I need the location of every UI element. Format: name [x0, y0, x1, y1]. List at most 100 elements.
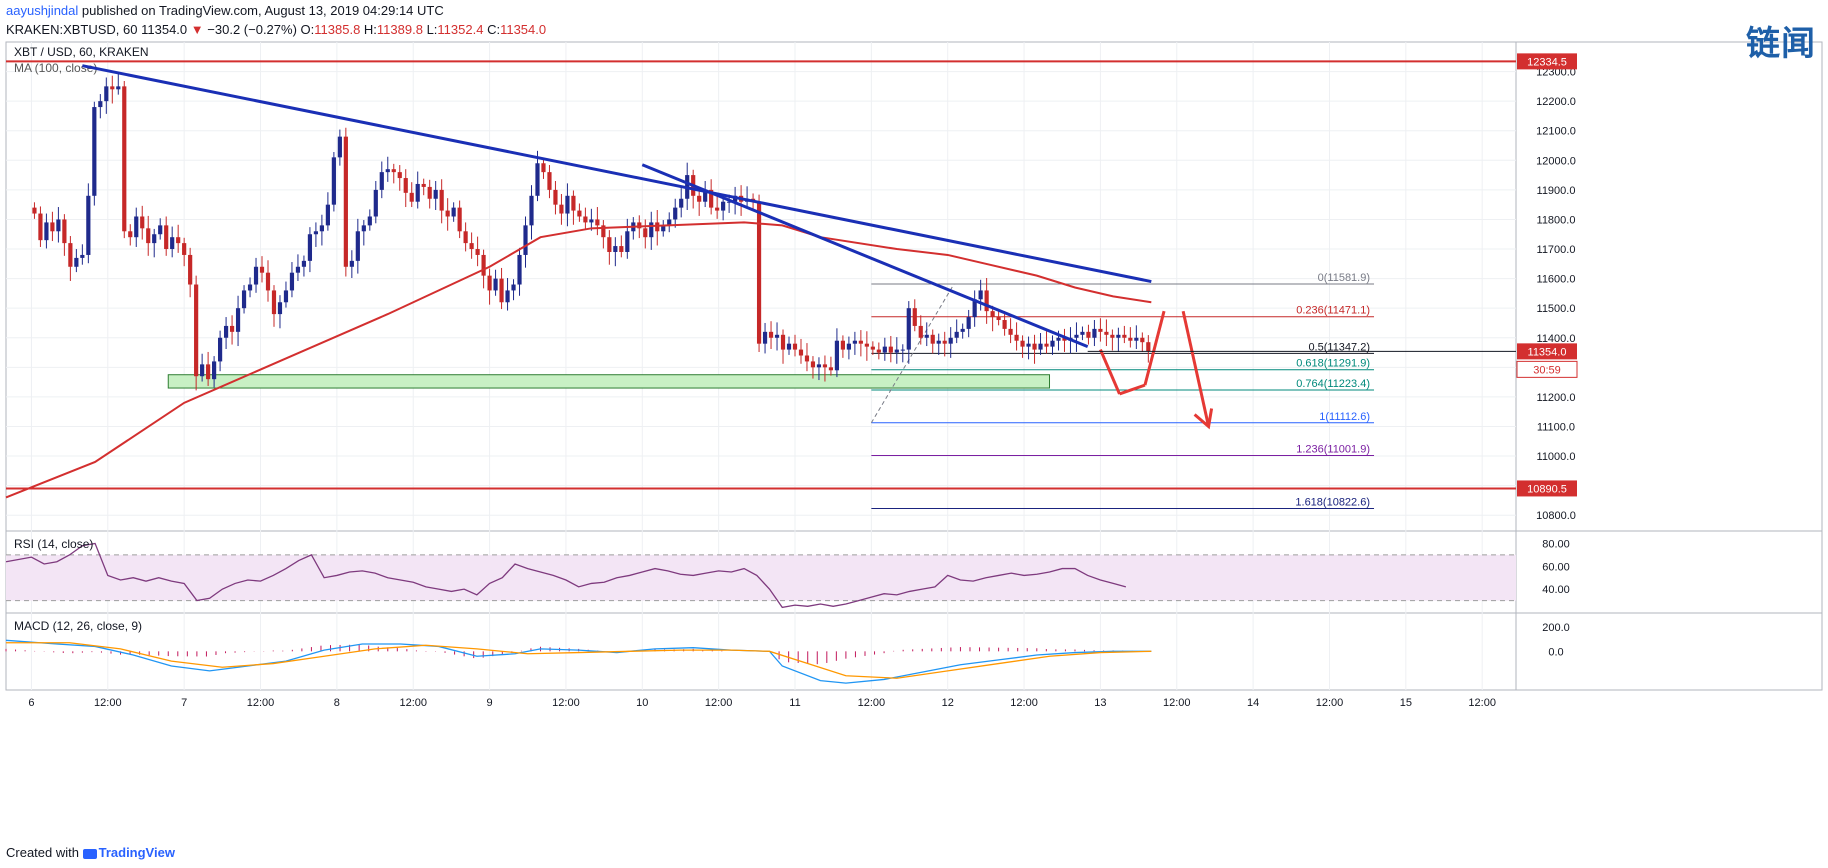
- candle-body: [475, 249, 480, 255]
- candle-body: [990, 311, 995, 318]
- time-tick-label: 12:00: [705, 697, 733, 709]
- header-line-2: KRAKEN:XBTUSD, 60 11354.0 ▼ −30.2 (−0.27…: [6, 22, 546, 37]
- candle-body: [571, 195, 576, 211]
- candle-body: [607, 237, 612, 252]
- candle-body: [900, 349, 905, 351]
- candle-body: [828, 367, 834, 371]
- candle-body: [158, 225, 163, 235]
- candle-body: [259, 266, 265, 273]
- candle-body: [391, 169, 396, 173]
- candle-body: [62, 219, 67, 244]
- candle-body: [182, 243, 187, 255]
- candle-body: [529, 195, 534, 226]
- candle-body: [206, 364, 211, 380]
- candle-body: [481, 254, 486, 276]
- candle-body: [445, 210, 450, 217]
- candle-body: [385, 169, 390, 173]
- candle-body: [194, 284, 199, 377]
- support-price-tag: [1517, 480, 1577, 497]
- candle-body: [960, 328, 965, 332]
- candle-body: [38, 213, 43, 241]
- candle-body: [367, 216, 372, 226]
- watermark-logo: 链闻: [1746, 24, 1816, 64]
- candle-body: [301, 260, 307, 267]
- rsi-band: [6, 554, 1516, 601]
- fib-level-label: 1.236(11001.9): [1296, 443, 1370, 455]
- candle-body: [313, 231, 319, 235]
- candle-body: [768, 331, 774, 338]
- open-label: O:: [300, 22, 315, 37]
- candle-body: [505, 290, 510, 303]
- candle-body: [68, 243, 73, 267]
- published-text: published on TradingView.com, August 13,…: [81, 3, 444, 18]
- header-line-1: aayushjindal published on TradingView.co…: [6, 3, 444, 18]
- candle-body: [457, 207, 462, 232]
- candle-body: [840, 340, 846, 350]
- candle-body: [188, 254, 193, 285]
- candle-body: [427, 186, 432, 199]
- candle-body: [32, 207, 37, 214]
- fib-level-label: 1.618(10822.6): [1295, 497, 1370, 509]
- candle-body: [164, 225, 169, 250]
- candle-body: [325, 204, 330, 226]
- candle-body: [373, 189, 378, 217]
- author-link[interactable]: aayushjindal: [6, 3, 79, 18]
- candle-body: [122, 86, 127, 232]
- candle-body: [583, 216, 588, 223]
- candle-body: [930, 334, 935, 344]
- candle-body: [589, 219, 594, 223]
- support-zone: [167, 374, 1051, 389]
- price-tick-label: 12000.0: [1536, 155, 1576, 167]
- price-tick-label: 10800.0: [1536, 510, 1576, 522]
- projection-arrow-head: [1193, 408, 1214, 430]
- candle-body: [643, 228, 648, 238]
- price-tick-label: 11400.0: [1537, 333, 1576, 345]
- candle-body: [966, 317, 971, 329]
- candle-body: [667, 219, 672, 226]
- rsi-label: RSI (14, close): [14, 537, 93, 551]
- time-tick-label: 12:00: [552, 697, 580, 709]
- candle-body: [92, 107, 97, 196]
- candle-body: [852, 340, 857, 344]
- price-tick-label: 11000.0: [1537, 451, 1576, 463]
- candle-body: [888, 346, 893, 353]
- candle-body: [265, 272, 271, 291]
- candle-body: [906, 308, 911, 350]
- candle-body: [1098, 328, 1103, 332]
- time-tick-label: 12:00: [1010, 697, 1038, 709]
- candle-body: [846, 343, 851, 350]
- candle-body: [954, 331, 959, 338]
- candle-body: [637, 222, 642, 229]
- candle-body: [379, 172, 384, 190]
- candle-body: [433, 189, 438, 199]
- candle-body: [355, 231, 360, 261]
- candle-body: [212, 361, 217, 380]
- candle-body: [948, 337, 953, 344]
- candle-body: [229, 325, 235, 332]
- candle-body: [1074, 334, 1079, 338]
- time-tick-label: 12:00: [399, 697, 427, 709]
- fib-level-label: 0(11581.9): [1318, 272, 1370, 284]
- time-tick-label: 12:00: [1316, 697, 1344, 709]
- macd-tick-label: 0.0: [1548, 646, 1563, 658]
- candle-body: [595, 219, 600, 226]
- time-tick-label: 12:00: [94, 697, 122, 709]
- candle-body: [74, 257, 79, 267]
- candle-body: [786, 343, 792, 350]
- candle-body: [1062, 337, 1067, 341]
- fib-level-label: 0.764(11223.4): [1296, 378, 1370, 390]
- low-label: L:: [426, 22, 438, 37]
- candle-body: [415, 183, 420, 202]
- price-tick-label: 11100.0: [1537, 421, 1575, 433]
- ma100-line: [5, 221, 1152, 499]
- candle-body: [1044, 343, 1049, 347]
- tradingview-link[interactable]: TradingView: [98, 845, 175, 860]
- time-tick-label: 12:00: [858, 697, 886, 709]
- candle-body: [1038, 343, 1043, 350]
- candle-body: [673, 207, 678, 220]
- tradingview-logo-icon: [82, 848, 97, 859]
- candle-body: [1020, 340, 1025, 347]
- candle-body: [882, 346, 887, 353]
- resistance-price-tag: [1517, 53, 1577, 70]
